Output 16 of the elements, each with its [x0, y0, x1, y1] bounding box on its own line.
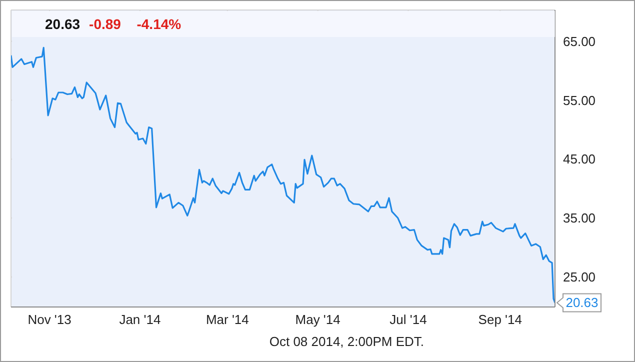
- text: 20.63: [45, 16, 80, 32]
- y-tick-label: 35.00: [563, 210, 596, 226]
- x-tick-label: Nov '13: [28, 312, 72, 328]
- x-tick-label: Jul '14: [390, 312, 427, 328]
- x-tick-label: Sep '14: [478, 312, 522, 328]
- annotation: 20.63: [566, 295, 598, 310]
- y-tick-label: 55.00: [563, 92, 596, 108]
- x-tick-label: May '14: [295, 312, 340, 328]
- text: -0.89 -4.14%: [89, 16, 182, 32]
- line-series: [11, 46, 555, 304]
- text: Oct 08 2014, 2:00PM EDT.: [269, 334, 424, 349]
- y-tick-label: 45.00: [563, 152, 596, 167]
- x-tick-label: Jan '14: [119, 312, 161, 328]
- y-tick-label: 25.00: [563, 270, 596, 285]
- x-tick-label: Mar '14: [206, 312, 249, 328]
- y-tick-label: 65.00: [563, 34, 596, 49]
